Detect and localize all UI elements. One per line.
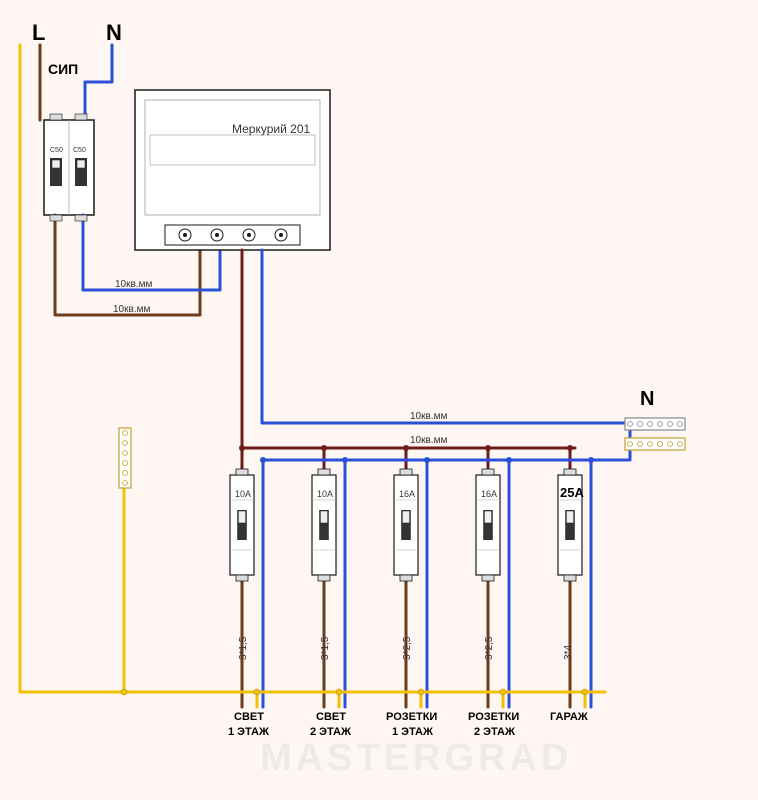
label-b4_amp: 16А [481, 489, 497, 499]
label-b3_amp: 16А [399, 489, 415, 499]
cable-section-label: 3*1,5 [238, 636, 249, 660]
cable-section-label: 3*2,5 [484, 636, 495, 660]
label-db_c50a: С50 [50, 147, 63, 154]
label-SIP: СИП [48, 61, 78, 77]
terminal-pe-block [119, 428, 131, 488]
label-roz1a: РОЗЕТКИ [386, 711, 437, 723]
label-roz2a: РОЗЕТКИ [468, 711, 519, 723]
label-cable4: 10кв.мм [410, 435, 447, 446]
label-L: L [32, 20, 45, 45]
watermark: MASTERGRAD [260, 737, 572, 779]
label-meter: Меркурий 201 [232, 122, 310, 136]
label-cable1: 10кв.мм [115, 279, 152, 290]
label-b5_amp: 25А [560, 485, 584, 500]
label-N2: N [640, 388, 654, 410]
terminal-pe-block2 [625, 438, 685, 450]
cable-section-label: 3*2,5 [402, 636, 413, 660]
label-cable3: 10кв.мм [410, 411, 447, 422]
label-garage: ГАРАЖ [550, 711, 588, 723]
cable-section-label: 3*1,5 [320, 636, 331, 660]
cable-section-label: 3*4 [563, 645, 574, 660]
label-svet2a: СВЕТ [316, 711, 346, 723]
label-b2_amp: 10А [317, 489, 333, 499]
wiring-diagram: 3*1,5 3*1,5 3*2,5 3*2,5 3*4 L N СИП Меркурий 201… [0, 0, 758, 800]
label-b1_amp: 10А [235, 489, 251, 499]
label-N: N [106, 20, 122, 45]
label-svet1a: СВЕТ [234, 711, 264, 723]
wire-meter-out-N [262, 250, 628, 423]
label-cable2: 10кв.мм [113, 304, 150, 315]
label-db_c50b: С50 [73, 147, 86, 154]
wire-N-in [85, 45, 112, 120]
terminal-n-block [625, 418, 685, 430]
